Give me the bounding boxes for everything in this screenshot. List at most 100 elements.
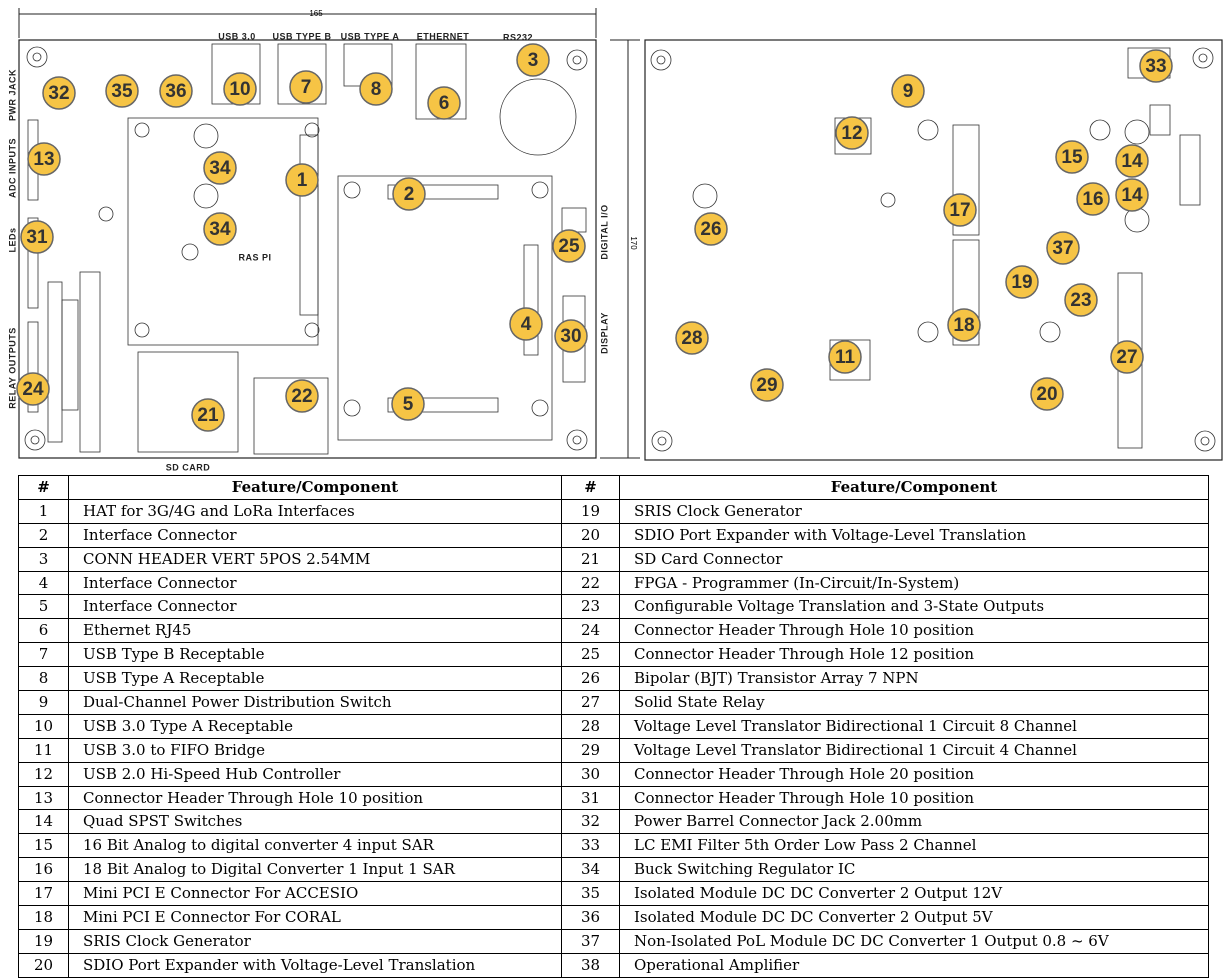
callout-circle [27,142,61,176]
callout-number: 37 [1052,238,1073,259]
callout-number: 22 [291,386,312,407]
callout-circle [105,74,139,108]
callout-number: 10 [229,79,250,100]
callout-circle [828,340,862,374]
header-cell: # [561,475,620,500]
callout-circle [675,321,709,355]
callout-number: 1 [297,170,308,191]
header [299,134,319,316]
callout-number: 12 [841,123,862,144]
callout: 34 [203,212,237,246]
number-cell: 6 [18,618,69,644]
callout-circle [289,70,323,104]
callout-number: 14 [1121,151,1143,172]
programmer [253,377,329,455]
sd-card [137,351,239,453]
board-label: LEDs [7,227,17,252]
callout-number: 2 [404,184,415,205]
callout: 14 [1115,144,1149,178]
board-label: RS232 [503,32,533,42]
table-row: 10 USB 3.0 Type A Receptable 28 Voltage Lev… [18,713,1209,739]
number-cell: 38 [561,952,620,978]
number-cell: 23 [561,594,620,620]
callout-circle [223,72,257,106]
number-cell: 28 [561,713,620,739]
callout-circle [1110,340,1144,374]
board-outline [18,39,597,459]
number-cell: 8 [18,666,69,692]
callout-circle [509,307,543,341]
callout-circle [391,387,425,421]
callout: 27 [1110,340,1144,374]
component [1149,104,1171,136]
number-cell: 34 [561,857,620,883]
board-label: DISPLAY [599,312,609,354]
callout: 10 [223,72,257,106]
connector [523,244,539,356]
table-row: 16 18 Bit Analog to Digital Converter 1 I… [18,857,1209,883]
callout-number: 25 [558,236,580,257]
board-label: RAS PI [238,252,271,262]
feature-cell: SD Card Connector [619,546,1209,572]
feature-cell: 18 Bit Analog to Digital Converter 1 Inp… [68,857,562,883]
callout-number: 21 [197,405,219,426]
callout: 36 [159,74,193,108]
table-body: 1 HAT for 3G/4G and LoRa Interfaces 19 SRIS… [18,498,1209,978]
number-cell: 33 [561,833,620,859]
callout: 24 [16,372,50,406]
callout-number: 9 [903,81,914,102]
board-outline [644,39,1223,461]
pcie-connector [952,239,980,346]
table-row: 14 Quad SPST Switches 32 Power Barrel Conne… [18,809,1209,835]
callout: 2 [392,177,426,211]
feature-cell: Connector Header Through Hole 10 positio… [619,618,1209,644]
battery [499,78,577,156]
callout-circle [552,229,586,263]
callout-circle [554,319,588,353]
number-cell: 20 [561,522,620,548]
number-cell: 37 [561,928,620,954]
number-cell: 17 [18,881,69,907]
number-cell: 11 [18,737,69,763]
feature-cell: CONN HEADER VERT 5POS 2.54MM [68,546,562,572]
relay-column [61,299,79,411]
callout: 21 [191,398,225,432]
table-row: 18 Mini PCI E Connector For CORAL 36 Isolat… [18,905,1209,930]
callout-circle [516,43,550,77]
table-row: 9 Dual-Channel Power Distribution Switch 2… [18,690,1209,715]
board-label: USB TYPE A [341,31,400,41]
callout-circle [392,177,426,211]
callout: 14 [1115,178,1149,212]
switches [1179,134,1201,206]
feature-cell: Solid State Relay [619,690,1209,715]
table-row: 19 SRIS Clock Generator 37 Non-Isolated PoL… [18,928,1209,954]
callout-circle [947,308,981,342]
callout-number: 32 [48,83,69,104]
number-cell: 9 [18,690,69,715]
number-cell: 25 [561,642,620,668]
feature-cell: Isolated Module DC DC Converter 2 Output… [619,905,1209,930]
callout-circle [1139,49,1173,83]
callout-circle [1005,265,1039,299]
callout: 26 [694,212,728,246]
callout-circle [203,151,237,185]
callout-number: 18 [953,315,974,336]
callout: 33 [1139,49,1173,83]
number-cell: 31 [561,785,620,811]
callout-number: 7 [301,77,312,98]
callout-number: 11 [835,347,856,368]
callout-number: 17 [949,200,970,221]
header [27,321,39,413]
callout-circle [1115,178,1149,212]
number-cell: 19 [18,928,69,954]
feature-cell: Interface Connector [68,570,562,596]
callout: 11 [828,340,862,374]
callout-circle [750,368,784,402]
table-row: 20 SDIO Port Expander with Voltage-Level … [18,952,1209,978]
number-cell: 2 [18,522,69,548]
board-label: USB 3.0 [218,31,256,41]
number-cell: 4 [18,570,69,596]
callout-number: 23 [1070,290,1091,311]
feature-cell: Connector Header Through Hole 10 positio… [619,785,1209,811]
feature-cell: Buck Switching Regulator IC [619,857,1209,883]
